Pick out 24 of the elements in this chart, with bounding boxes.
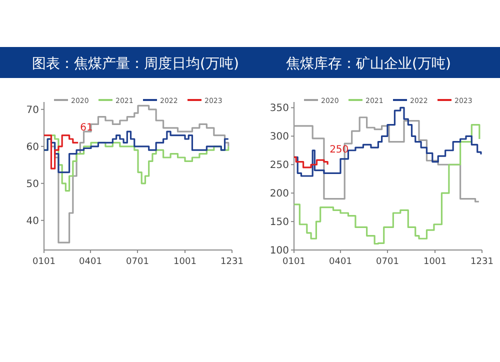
y-tick-label: 250 (270, 160, 289, 172)
x-tick-label: 0401 (329, 257, 352, 267)
x-tick-label: 0701 (126, 257, 149, 267)
x-tick-label: 0101 (32, 257, 56, 267)
y-tick-label: 350 (270, 103, 289, 114)
y-tick-label: 100 (270, 246, 289, 256)
chart-title: 图表：焦煤产量：周度日均(万吨) (32, 56, 239, 72)
annotation: 61 (80, 122, 93, 134)
y-tick-label: 150 (270, 217, 289, 228)
chart-title: 焦煤库存：矿山企业(万吨) (286, 56, 451, 72)
y-tick-label: 200 (270, 188, 289, 200)
x-tick-label: 1231 (470, 257, 494, 267)
y-tick-label: 70 (26, 104, 39, 116)
x-tick-label: 0101 (282, 257, 306, 267)
y-tick-label: 300 (270, 132, 289, 143)
x-tick-label: 1001 (424, 257, 446, 267)
y-tick-label: 40 (26, 216, 39, 227)
x-tick-label: 1001 (174, 257, 196, 267)
x-tick-label: 1231 (220, 257, 244, 267)
y-tick-label: 60 (26, 142, 39, 153)
y-tick-label: 50 (26, 178, 39, 190)
x-tick-label: 0401 (79, 257, 102, 267)
x-tick-label: 0701 (376, 257, 399, 267)
annotation: 250 (330, 144, 349, 156)
